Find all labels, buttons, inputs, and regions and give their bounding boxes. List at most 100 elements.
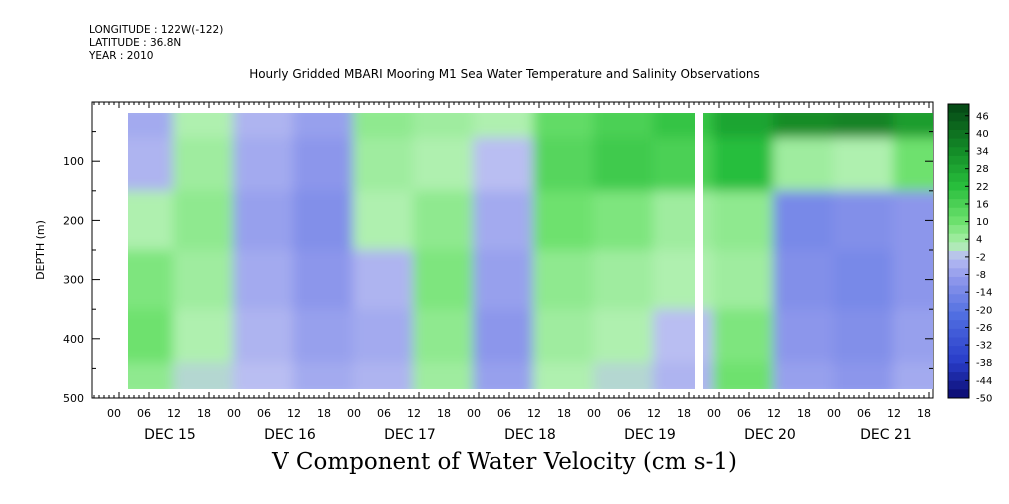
heat-cell (473, 137, 534, 192)
x-day-label: DEC 19 (624, 427, 676, 443)
colorbar-block (948, 311, 969, 321)
heat-cell (128, 190, 174, 251)
colorbar-block (948, 173, 969, 183)
heat-cell (473, 362, 534, 389)
heat-cell (293, 137, 354, 192)
longitude-label: LONGITUDE : 122W(-122) (89, 24, 224, 36)
colorbar-label: -2 (976, 252, 986, 263)
x-tick-label: 00 (347, 407, 361, 420)
x-tick-label: 12 (167, 407, 181, 420)
x-tick-label: 00 (587, 407, 601, 420)
x-day-label: DEC 16 (264, 427, 316, 443)
heat-cell (773, 113, 834, 139)
x-tick-label: 12 (887, 407, 901, 420)
heat-cell (773, 362, 834, 389)
colorbar-label: 34 (976, 147, 989, 158)
heat-cell (653, 309, 714, 364)
x-tick-label: 12 (407, 407, 421, 420)
day-labels: DEC 15 DEC 16 DEC 17 DEC 18 DEC 19 DEC 20 DEC … (144, 427, 912, 443)
colorbar-label: -50 (976, 394, 992, 405)
heat-cell (773, 190, 834, 251)
heat-cell (413, 250, 474, 311)
colorbar-label: 16 (976, 199, 989, 210)
heat-cell (593, 113, 654, 139)
heat-cell (128, 113, 174, 139)
colorbar-label: -32 (976, 341, 992, 352)
heat-cell (833, 137, 894, 192)
heat-cell (173, 137, 234, 192)
colorbar-label: -44 (976, 376, 992, 387)
x-tick-label: 00 (467, 407, 481, 420)
heat-cell (893, 362, 933, 389)
heat-cell (353, 309, 414, 364)
heat-cell (833, 309, 894, 364)
heat-cell (128, 362, 174, 389)
heat-cell (653, 362, 714, 389)
colorbar-block (948, 354, 969, 364)
colorbar-label: 28 (976, 164, 989, 175)
colorbar-block (948, 112, 969, 122)
colorbar-block (948, 302, 969, 313)
heat-cell (893, 113, 933, 139)
colorbar-block (948, 268, 969, 278)
heat-cell (533, 137, 594, 192)
x-tick-label: 18 (917, 407, 931, 420)
footer-title: V Component of Water Velocity (cm s-1) (272, 449, 737, 475)
heat-cell (593, 362, 654, 389)
heat-cell (593, 137, 654, 192)
y-tick-label: 500 (63, 392, 84, 405)
x-tick-label: 18 (557, 407, 571, 420)
heat-cell (473, 190, 534, 251)
heat-cell (833, 250, 894, 311)
x-tick-label: 18 (797, 407, 811, 420)
colorbar-block (948, 181, 969, 191)
heat-cell (173, 362, 234, 389)
heatmap-field (128, 113, 933, 389)
colorbar-block (948, 138, 969, 148)
colorbar-block (948, 190, 969, 200)
colorbar-block (948, 372, 969, 382)
heat-cell (833, 362, 894, 389)
x-day-label: DEC 18 (504, 427, 556, 443)
year-label: YEAR : 2010 (89, 50, 154, 62)
heat-cell (593, 250, 654, 311)
heat-cell (593, 190, 654, 251)
colorbar-block (948, 155, 969, 166)
heat-cell (713, 250, 774, 311)
heat-cell (533, 113, 594, 139)
heat-cell (293, 309, 354, 364)
colorbar-block (948, 225, 969, 235)
x-tick-label: 12 (527, 407, 541, 420)
heat-cell (353, 362, 414, 389)
colorbar-block (948, 346, 969, 356)
heat-cell (233, 190, 294, 251)
heat-cell (233, 309, 294, 364)
heat-cell (173, 250, 234, 311)
colorbar-label: 40 (976, 129, 989, 140)
colorbar-label: -14 (976, 288, 992, 299)
heat-cell (173, 113, 234, 139)
x-day-label: DEC 15 (144, 427, 196, 443)
colorbar-block (948, 380, 969, 390)
heat-cell (173, 190, 234, 251)
heat-cell (533, 190, 594, 251)
x-tick-label: 12 (767, 407, 781, 420)
colorbar-block (948, 207, 969, 217)
heat-cell (713, 113, 774, 139)
x-tick-label: 06 (857, 407, 871, 420)
y-axis-label: DEPTH (m) (34, 220, 47, 280)
latitude-label: LATITUDE : 36.8N (89, 37, 182, 49)
x-day-label: DEC 20 (744, 427, 796, 443)
x-tick-label: 00 (107, 407, 121, 420)
heat-cell (293, 362, 354, 389)
heat-cell (353, 190, 414, 251)
colorbar-block (948, 104, 969, 114)
heat-cell (233, 362, 294, 389)
heat-cell (533, 250, 594, 311)
heat-cell (293, 250, 354, 311)
chart-title: Hourly Gridded MBARI Mooring M1 Sea Wate… (249, 67, 760, 81)
heat-cell (773, 309, 834, 364)
heat-cell (473, 309, 534, 364)
heat-cell (353, 137, 414, 192)
heat-cell (713, 309, 774, 364)
